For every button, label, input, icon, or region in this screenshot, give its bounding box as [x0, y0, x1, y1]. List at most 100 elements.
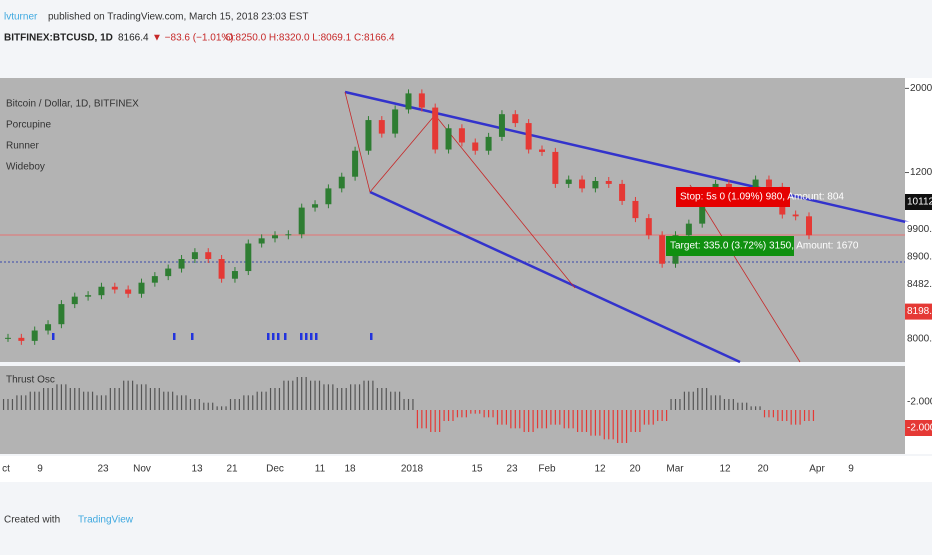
x-tick-label: Feb: [538, 464, 556, 475]
candle-body: [619, 183, 626, 201]
target-box: [666, 236, 794, 256]
candle-body: [445, 128, 452, 150]
candle-body: [645, 218, 652, 236]
signal-dot: [267, 333, 270, 340]
legend-item: Bitcoin / Dollar, 1D, BITFINEX: [6, 99, 139, 110]
price-tag: 10112.0: [907, 197, 932, 208]
candle-body: [165, 268, 172, 277]
footer-created: Created with: [4, 515, 60, 526]
x-tick-label: 12: [719, 464, 731, 475]
candle-body: [285, 234, 292, 236]
target-label: Target: 335.0 (3.72%) 3150, Amount: 1670: [670, 241, 859, 252]
candle-body: [405, 93, 412, 110]
candle-body: [338, 176, 345, 189]
osc-title: Thrust Osc: [6, 375, 55, 386]
price-axis: [905, 78, 932, 454]
candle-body: [699, 200, 706, 224]
legend-item: Runner: [6, 141, 39, 152]
candle-body: [258, 238, 265, 244]
swing-line: [369, 114, 436, 193]
signal-dot: [370, 333, 373, 340]
candle-body: [765, 179, 772, 187]
candle-body: [125, 289, 132, 294]
x-tick-label: 23: [506, 464, 518, 475]
candle-body: [45, 324, 52, 331]
stop-label: Stop: 5s 0 (1.09%) 980, Amount: 804: [680, 192, 844, 203]
osc-tag: -2.0000: [907, 423, 932, 434]
candle-body: [378, 120, 385, 134]
footer-brand[interactable]: TradingView: [78, 515, 134, 526]
candle-body: [18, 337, 25, 341]
osc-tag: -2.0000: [907, 397, 932, 408]
x-tick-label: Dec: [266, 464, 284, 475]
y-tick-label: 12000.0: [910, 167, 932, 178]
candle-body: [806, 216, 812, 236]
candle-body: [5, 337, 11, 339]
candle-body: [472, 142, 479, 151]
candle-body: [111, 286, 118, 290]
y-tick-label: 20000.0: [910, 83, 932, 94]
swing-line: [689, 184, 801, 363]
signal-dot: [284, 333, 287, 340]
candle-body: [392, 109, 399, 134]
candle-body: [151, 276, 158, 283]
author[interactable]: lvturner: [4, 12, 38, 23]
candle-body: [178, 259, 185, 269]
x-tick-label: Mar: [666, 464, 684, 475]
candle-body: [245, 243, 252, 272]
price-tag: 8482.4: [907, 279, 932, 290]
trend-line: [344, 90, 932, 230]
candle-body: [325, 188, 332, 205]
x-tick-label: 13: [191, 464, 203, 475]
trend-line: [369, 190, 741, 364]
candle-body: [685, 223, 692, 236]
candle-body: [418, 93, 425, 108]
legend-item: Wideboy: [6, 162, 45, 173]
price-tag: 9900.0: [907, 224, 932, 235]
swing-line: [434, 114, 576, 289]
x-tick-label: 9: [848, 464, 854, 475]
candle-body: [272, 235, 278, 239]
signal-dot: [52, 333, 55, 340]
candle-body: [312, 204, 319, 208]
candle-body: [98, 286, 105, 296]
price-tag-bg: [905, 331, 932, 347]
price-tag-bg: [905, 194, 932, 210]
candle-body: [525, 123, 532, 150]
candle-body: [485, 136, 492, 151]
candle-body: [85, 295, 92, 297]
x-tick-label: ct: [2, 464, 10, 475]
price-tag-bg: [905, 303, 932, 320]
signal-dot: [272, 333, 275, 340]
signal-dot: [300, 333, 303, 340]
symbol: BITFINEX:BTCUSD, 1D: [4, 33, 113, 44]
x-tick-label: 15: [471, 464, 483, 475]
ohlc: O:8250.0 H:8320.0 L:8069.1 C:8166.4: [225, 33, 395, 44]
last: 8166.4: [118, 33, 149, 44]
price-tag-bg: [905, 221, 932, 238]
x-tick-label: 11: [315, 464, 326, 475]
candle-body: [605, 180, 612, 184]
signal-dot: [277, 333, 280, 340]
signal-dot: [305, 333, 308, 340]
x-tick-label: 18: [344, 464, 356, 475]
price-tag: 8198.0: [907, 306, 932, 317]
x-tick-label: 9: [37, 464, 43, 475]
candle-body: [58, 304, 65, 325]
candle-body: [565, 179, 572, 184]
candle-body: [512, 114, 519, 124]
change: ▼ −83.6 (−1.01%): [152, 33, 234, 44]
candle-body: [432, 107, 439, 150]
price-tag-bg: [905, 248, 932, 265]
price-tag: 8900.0: [907, 251, 932, 262]
stop-box: [676, 187, 790, 207]
signal-dot: [310, 333, 313, 340]
x-tick-label: 12: [594, 464, 606, 475]
candle-body: [458, 128, 465, 143]
candle-body: [218, 259, 225, 279]
swing-line: [344, 91, 371, 193]
time-axis: [0, 456, 932, 482]
x-tick-label: 20: [629, 464, 641, 475]
